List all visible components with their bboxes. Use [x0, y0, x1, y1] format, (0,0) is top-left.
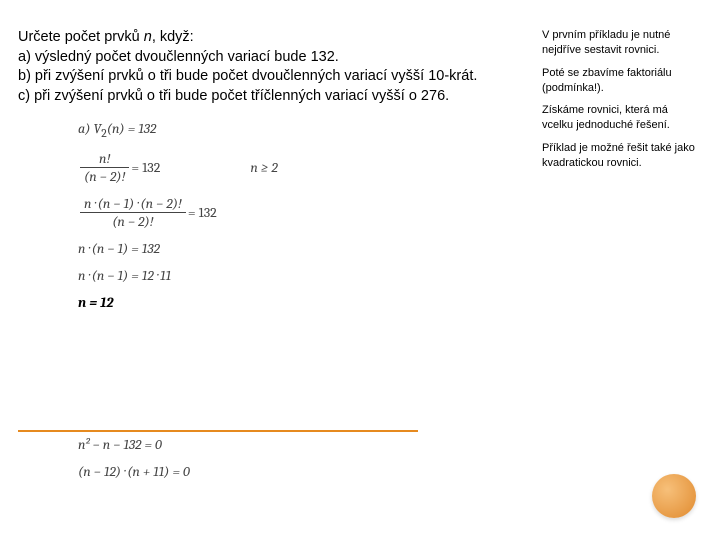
frac1-den: (n − 2)! — [80, 168, 129, 185]
quad2-text: (n − 12) · (n + 11) = 0 — [78, 463, 190, 480]
math-l1-lhs: a) V — [78, 120, 101, 137]
quad-line-1: n² − n − 132 = 0 — [78, 436, 190, 453]
task-text: Určete počet prvků n, když: a) výsledný … — [18, 28, 530, 106]
math-line-1: a) V2(n) = 132 — [78, 120, 530, 140]
side-p2: Poté se zbavíme faktoriálu (podmínka!). — [542, 66, 702, 96]
quad1-text: n² − n − 132 = 0 — [78, 436, 162, 453]
side-p3: Získáme rovnici, která má vcelku jednodu… — [542, 103, 702, 133]
math-block: a) V2(n) = 132 n! (n − 2)! = 132 n ≥ 2 n… — [18, 120, 530, 311]
math-result: n = 12 — [78, 294, 530, 311]
side-p4: Příklad je možné řešit také jako kvadrat… — [542, 141, 702, 171]
math-line-2: n! (n − 2)! = 132 n ≥ 2 — [78, 150, 530, 185]
math-1211: n · (n − 1) = 12 · 11 — [78, 267, 171, 284]
math-l1-arg: (n) = 132 — [107, 120, 157, 137]
math-nn1: n · (n − 1) = 132 — [78, 240, 160, 257]
frac2-den: (n − 2)! — [80, 213, 186, 230]
condition: n ≥ 2 — [250, 159, 277, 176]
quadratic-block: n² − n − 132 = 0 (n − 12) · (n + 11) = 0 — [78, 436, 190, 490]
math-line-3: n · (n − 1) · (n − 2)! (n − 2)! = 132 — [78, 195, 530, 230]
task-intro-a: Určete počet prvků — [18, 29, 144, 45]
fraction-1: n! (n − 2)! — [80, 150, 129, 185]
eq-132-b: = 132 — [188, 204, 217, 221]
task-intro-n: n — [144, 29, 152, 45]
divider-rule — [18, 430, 418, 432]
frac1-num: n! — [80, 150, 129, 168]
task-c: c) při zvýšení prvků o tři bude počet tř… — [18, 88, 449, 104]
left-column: Určete počet prvků n, když: a) výsledný … — [18, 28, 542, 321]
frac2-num: n · (n − 1) · (n − 2)! — [80, 195, 186, 213]
math-line-5: n · (n − 1) = 12 · 11 — [78, 267, 530, 284]
side-p1: V prvním příkladu je nutné nejdříve sest… — [542, 28, 702, 58]
task-a: a) výsledný počet dvoučlenných variací b… — [18, 49, 339, 65]
decorative-circle-icon — [652, 474, 696, 518]
result-text: n = 12 — [78, 294, 114, 311]
quad-line-2: (n − 12) · (n + 11) = 0 — [78, 463, 190, 480]
eq-132-a: = 132 — [131, 159, 160, 176]
math-line-4: n · (n − 1) = 132 — [78, 240, 530, 257]
task-b: b) při zvýšení prvků o tři bude počet dv… — [18, 68, 477, 84]
task-intro-b: , když: — [152, 29, 194, 45]
fraction-2: n · (n − 1) · (n − 2)! (n − 2)! — [80, 195, 186, 230]
side-notes: V prvním příkladu je nutné nejdříve sest… — [542, 28, 702, 321]
